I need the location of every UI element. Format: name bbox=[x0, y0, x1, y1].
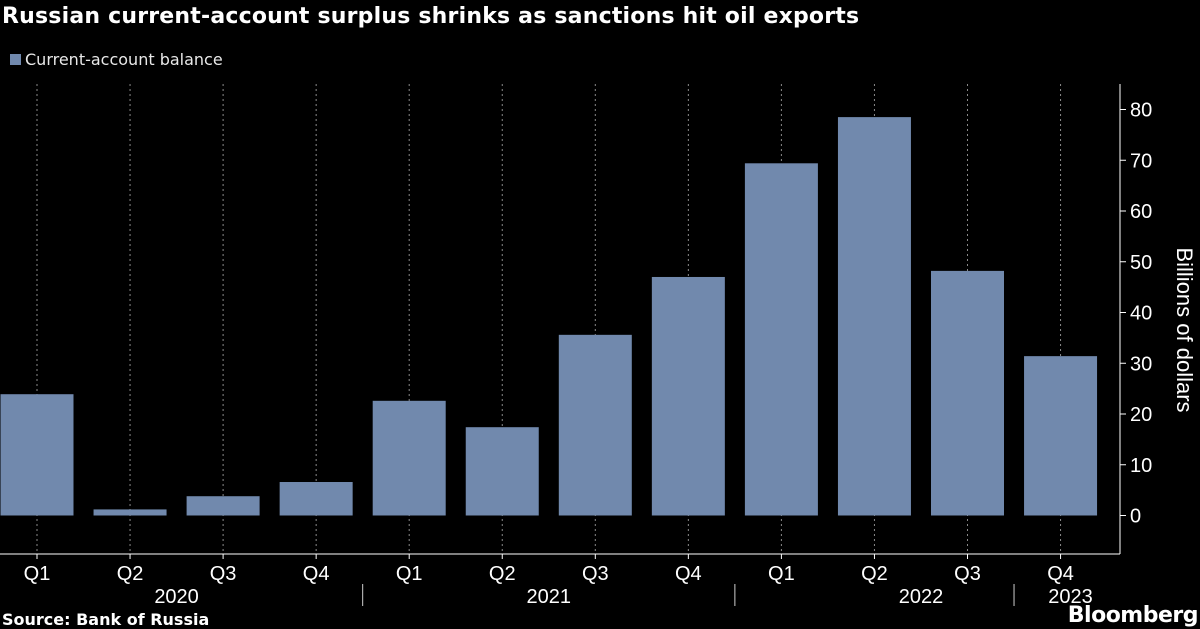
bar bbox=[744, 163, 818, 516]
bar bbox=[93, 509, 167, 516]
y-tick-label: 40 bbox=[1130, 303, 1152, 325]
x-tick-label: Q2 bbox=[489, 563, 516, 585]
bar bbox=[372, 400, 446, 516]
y-tick-label: 70 bbox=[1130, 150, 1152, 172]
year-label: 2021 bbox=[527, 586, 572, 608]
x-tick-label: Q2 bbox=[117, 563, 144, 585]
y-tick-label: 30 bbox=[1130, 353, 1152, 375]
y-tick-label: 50 bbox=[1130, 252, 1152, 274]
bar bbox=[837, 117, 911, 516]
legend-swatch bbox=[10, 54, 21, 65]
bar bbox=[1024, 356, 1098, 516]
x-tick-label: Q3 bbox=[210, 563, 237, 585]
legend: Current-account balance bbox=[10, 50, 223, 69]
x-tick-label: Q4 bbox=[303, 563, 330, 585]
bar bbox=[651, 276, 725, 516]
year-label: 2023 bbox=[1048, 586, 1093, 608]
x-tick-label: Q4 bbox=[1047, 563, 1074, 585]
brand-logo: Bloomberg bbox=[1067, 603, 1199, 628]
chart-title: Russian current-account surplus shrinks … bbox=[2, 4, 860, 29]
legend-label: Current-account balance bbox=[25, 50, 223, 69]
bar bbox=[0, 394, 74, 516]
axis-layer: 0 10 20 30 40 50 60 70 80 Billions of dollars Q1 Q2… bbox=[0, 84, 1197, 608]
y-tick-label: 20 bbox=[1130, 404, 1152, 426]
y-tick-label: 10 bbox=[1130, 455, 1152, 477]
bar bbox=[931, 270, 1004, 516]
x-tick-label: Q3 bbox=[582, 563, 609, 585]
x-tick-label: Q1 bbox=[396, 563, 423, 585]
y-tick-label: 80 bbox=[1130, 100, 1152, 122]
bar bbox=[186, 496, 260, 516]
source-note: Source: Bank of Russia bbox=[2, 610, 210, 629]
y-tick-label: 0 bbox=[1130, 506, 1141, 528]
year-label: 2022 bbox=[899, 586, 944, 608]
year-label: 2020 bbox=[154, 586, 199, 608]
x-tick-label: Q2 bbox=[861, 563, 888, 585]
x-tick-label: Q3 bbox=[954, 563, 981, 585]
y-tick-label: 60 bbox=[1130, 201, 1152, 223]
x-tick-label: Q1 bbox=[24, 563, 51, 585]
bar bbox=[558, 334, 632, 516]
bar bbox=[279, 482, 353, 516]
x-tick-label: Q1 bbox=[768, 563, 795, 585]
y-axis-title: Billions of dollars bbox=[1172, 247, 1197, 412]
bar bbox=[465, 427, 539, 516]
x-tick-label: Q4 bbox=[675, 563, 702, 585]
bar-layer bbox=[0, 117, 1098, 516]
